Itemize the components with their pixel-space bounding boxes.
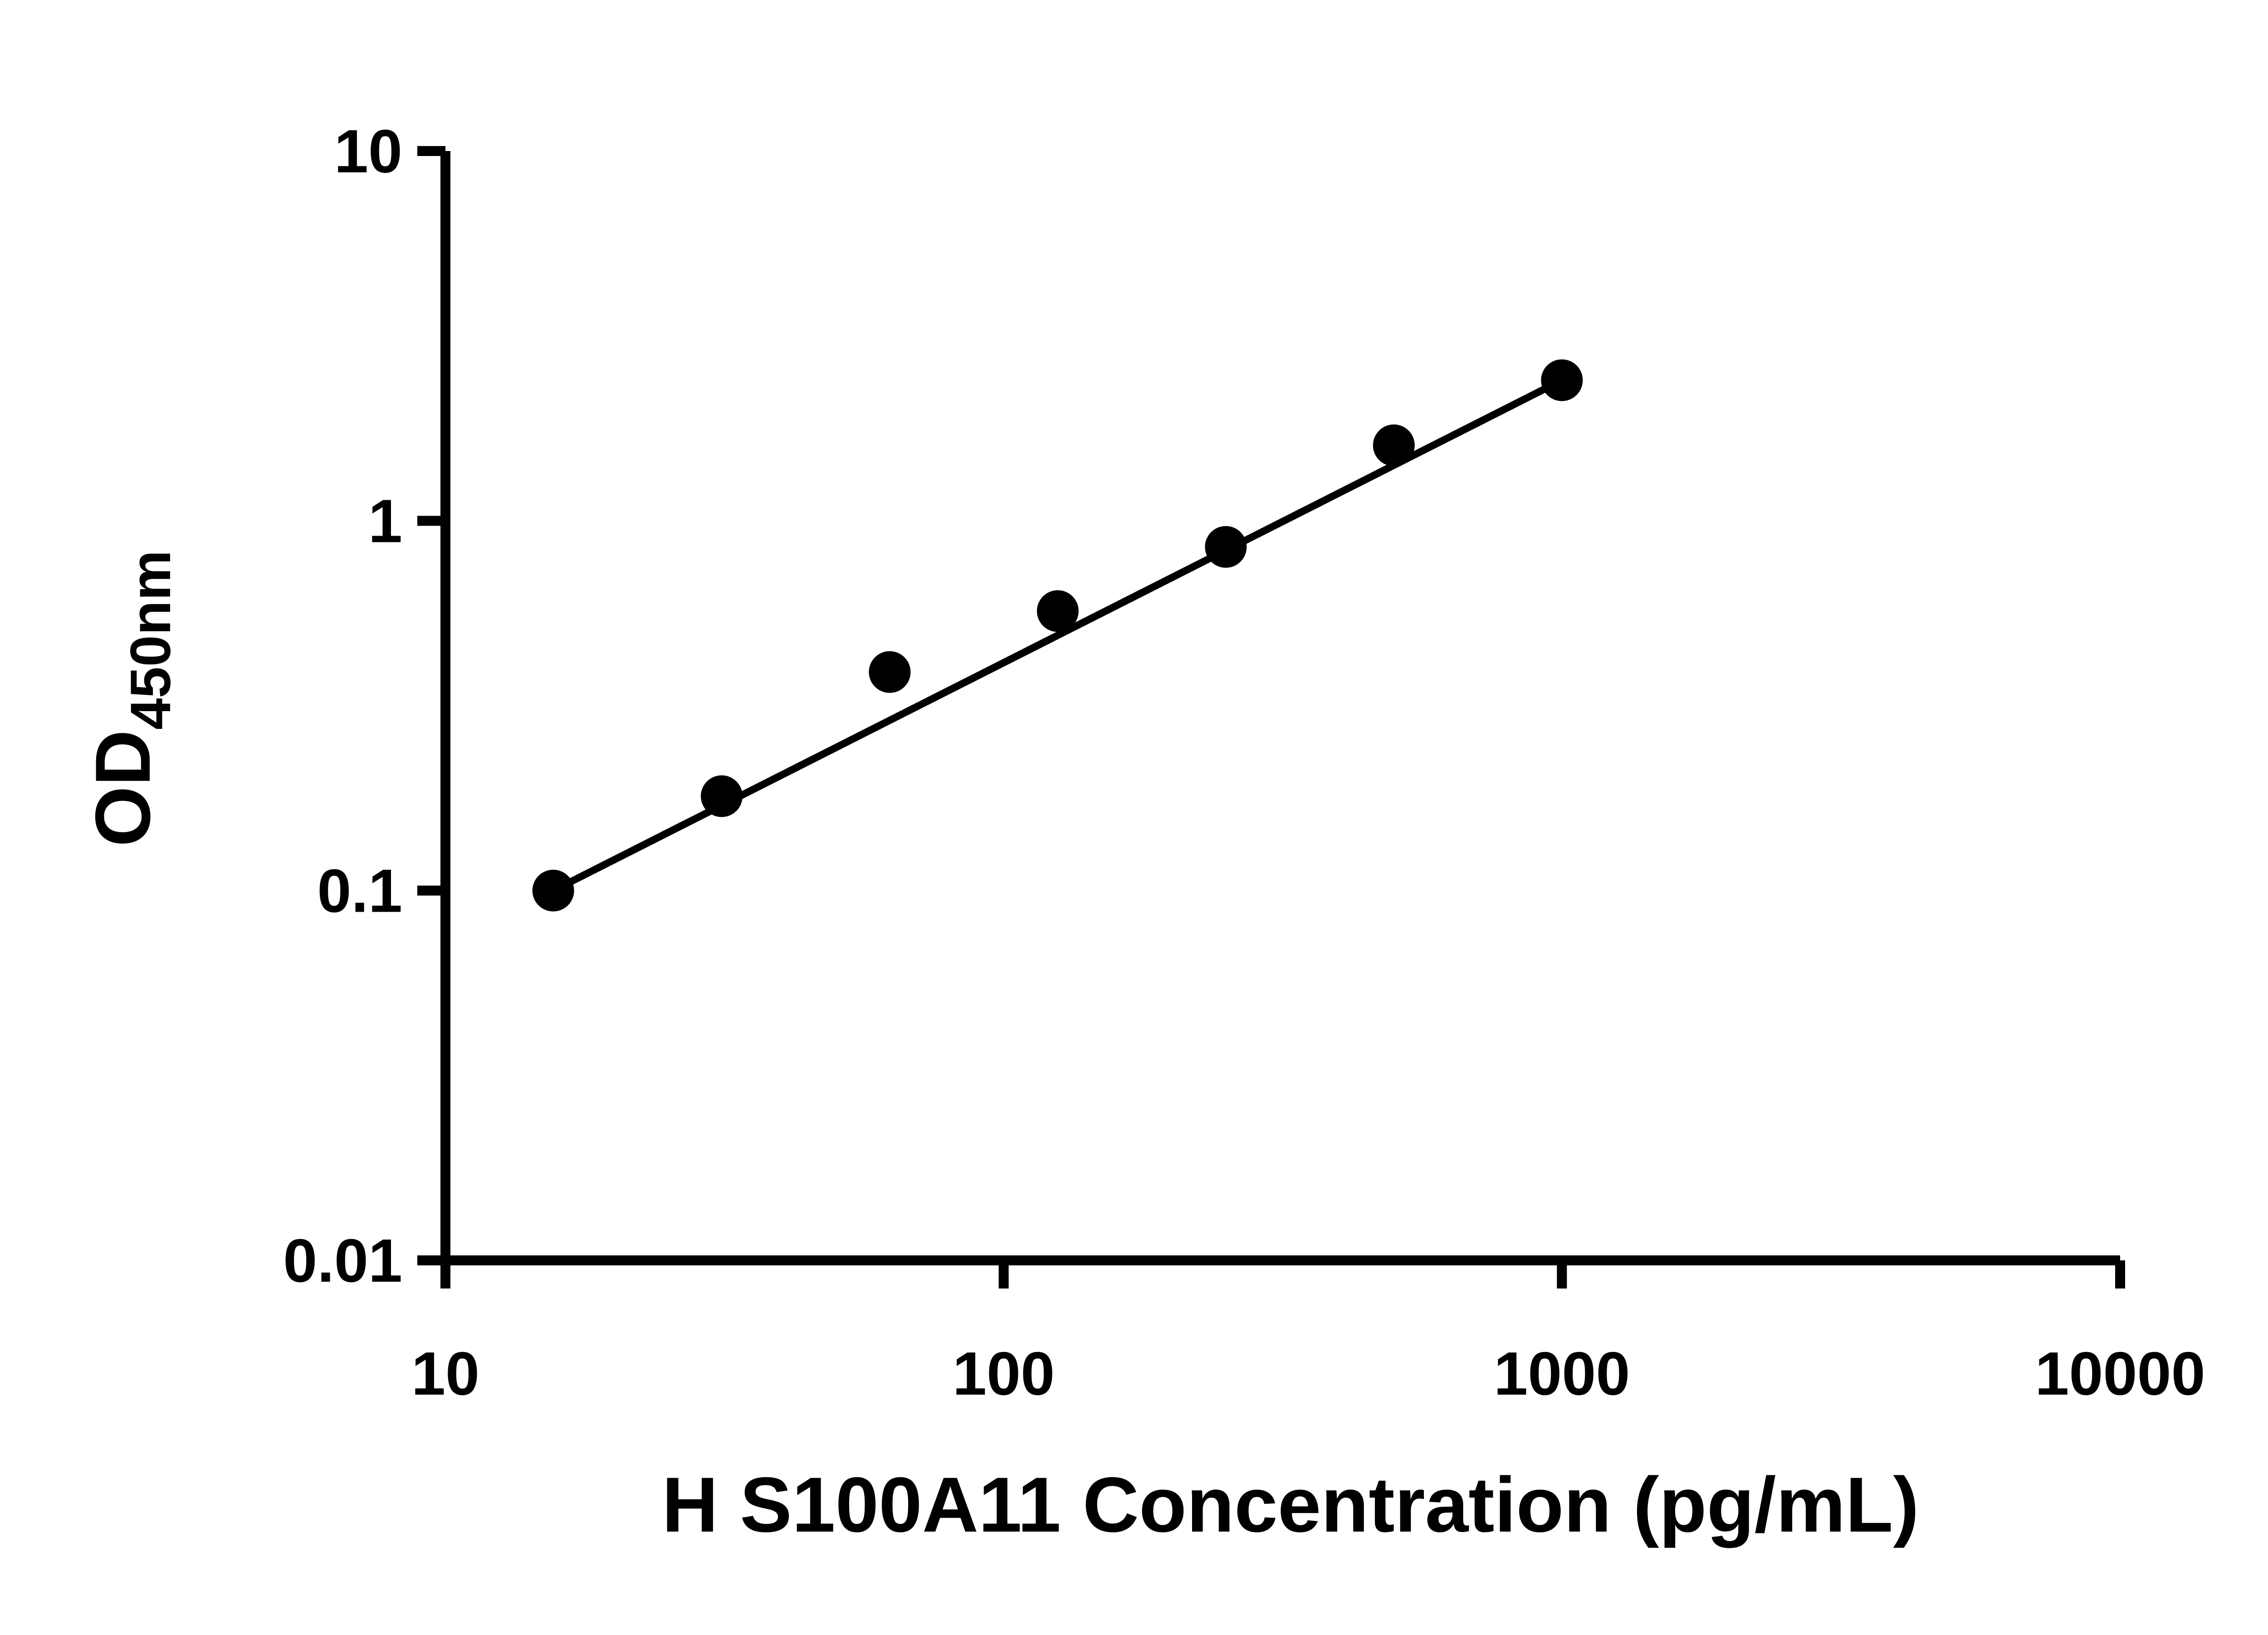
data-point (869, 651, 911, 693)
data-point (532, 869, 574, 912)
data-point (700, 775, 743, 817)
y-axis-title-sub: 450nm (119, 550, 182, 730)
data-point (1373, 424, 1415, 466)
data-point (1205, 526, 1247, 568)
x-tick-label: 10 (411, 1339, 479, 1408)
y-axis-title: OD450nm (79, 550, 182, 847)
x-tick-label: 1000 (1494, 1339, 1630, 1408)
data-point (1036, 590, 1079, 632)
x-tick-label: 100 (953, 1339, 1055, 1408)
y-tick-label: 0.01 (283, 1226, 402, 1295)
axis-lines (440, 151, 2120, 1265)
x-tick-label: 10000 (2035, 1339, 2205, 1408)
data-point (1541, 359, 1583, 401)
y-axis-title-main: OD (79, 730, 166, 847)
y-tick-label: 1 (368, 487, 402, 555)
x-axis-title: H S100A11 Concentration (pg/mL) (662, 1461, 1919, 1548)
plot-area: 0.01 0.1 1 10 10 100 1000 10000 (283, 117, 2205, 1408)
y-tick-label: 0.1 (317, 857, 402, 925)
y-tick-label: 10 (334, 117, 402, 185)
